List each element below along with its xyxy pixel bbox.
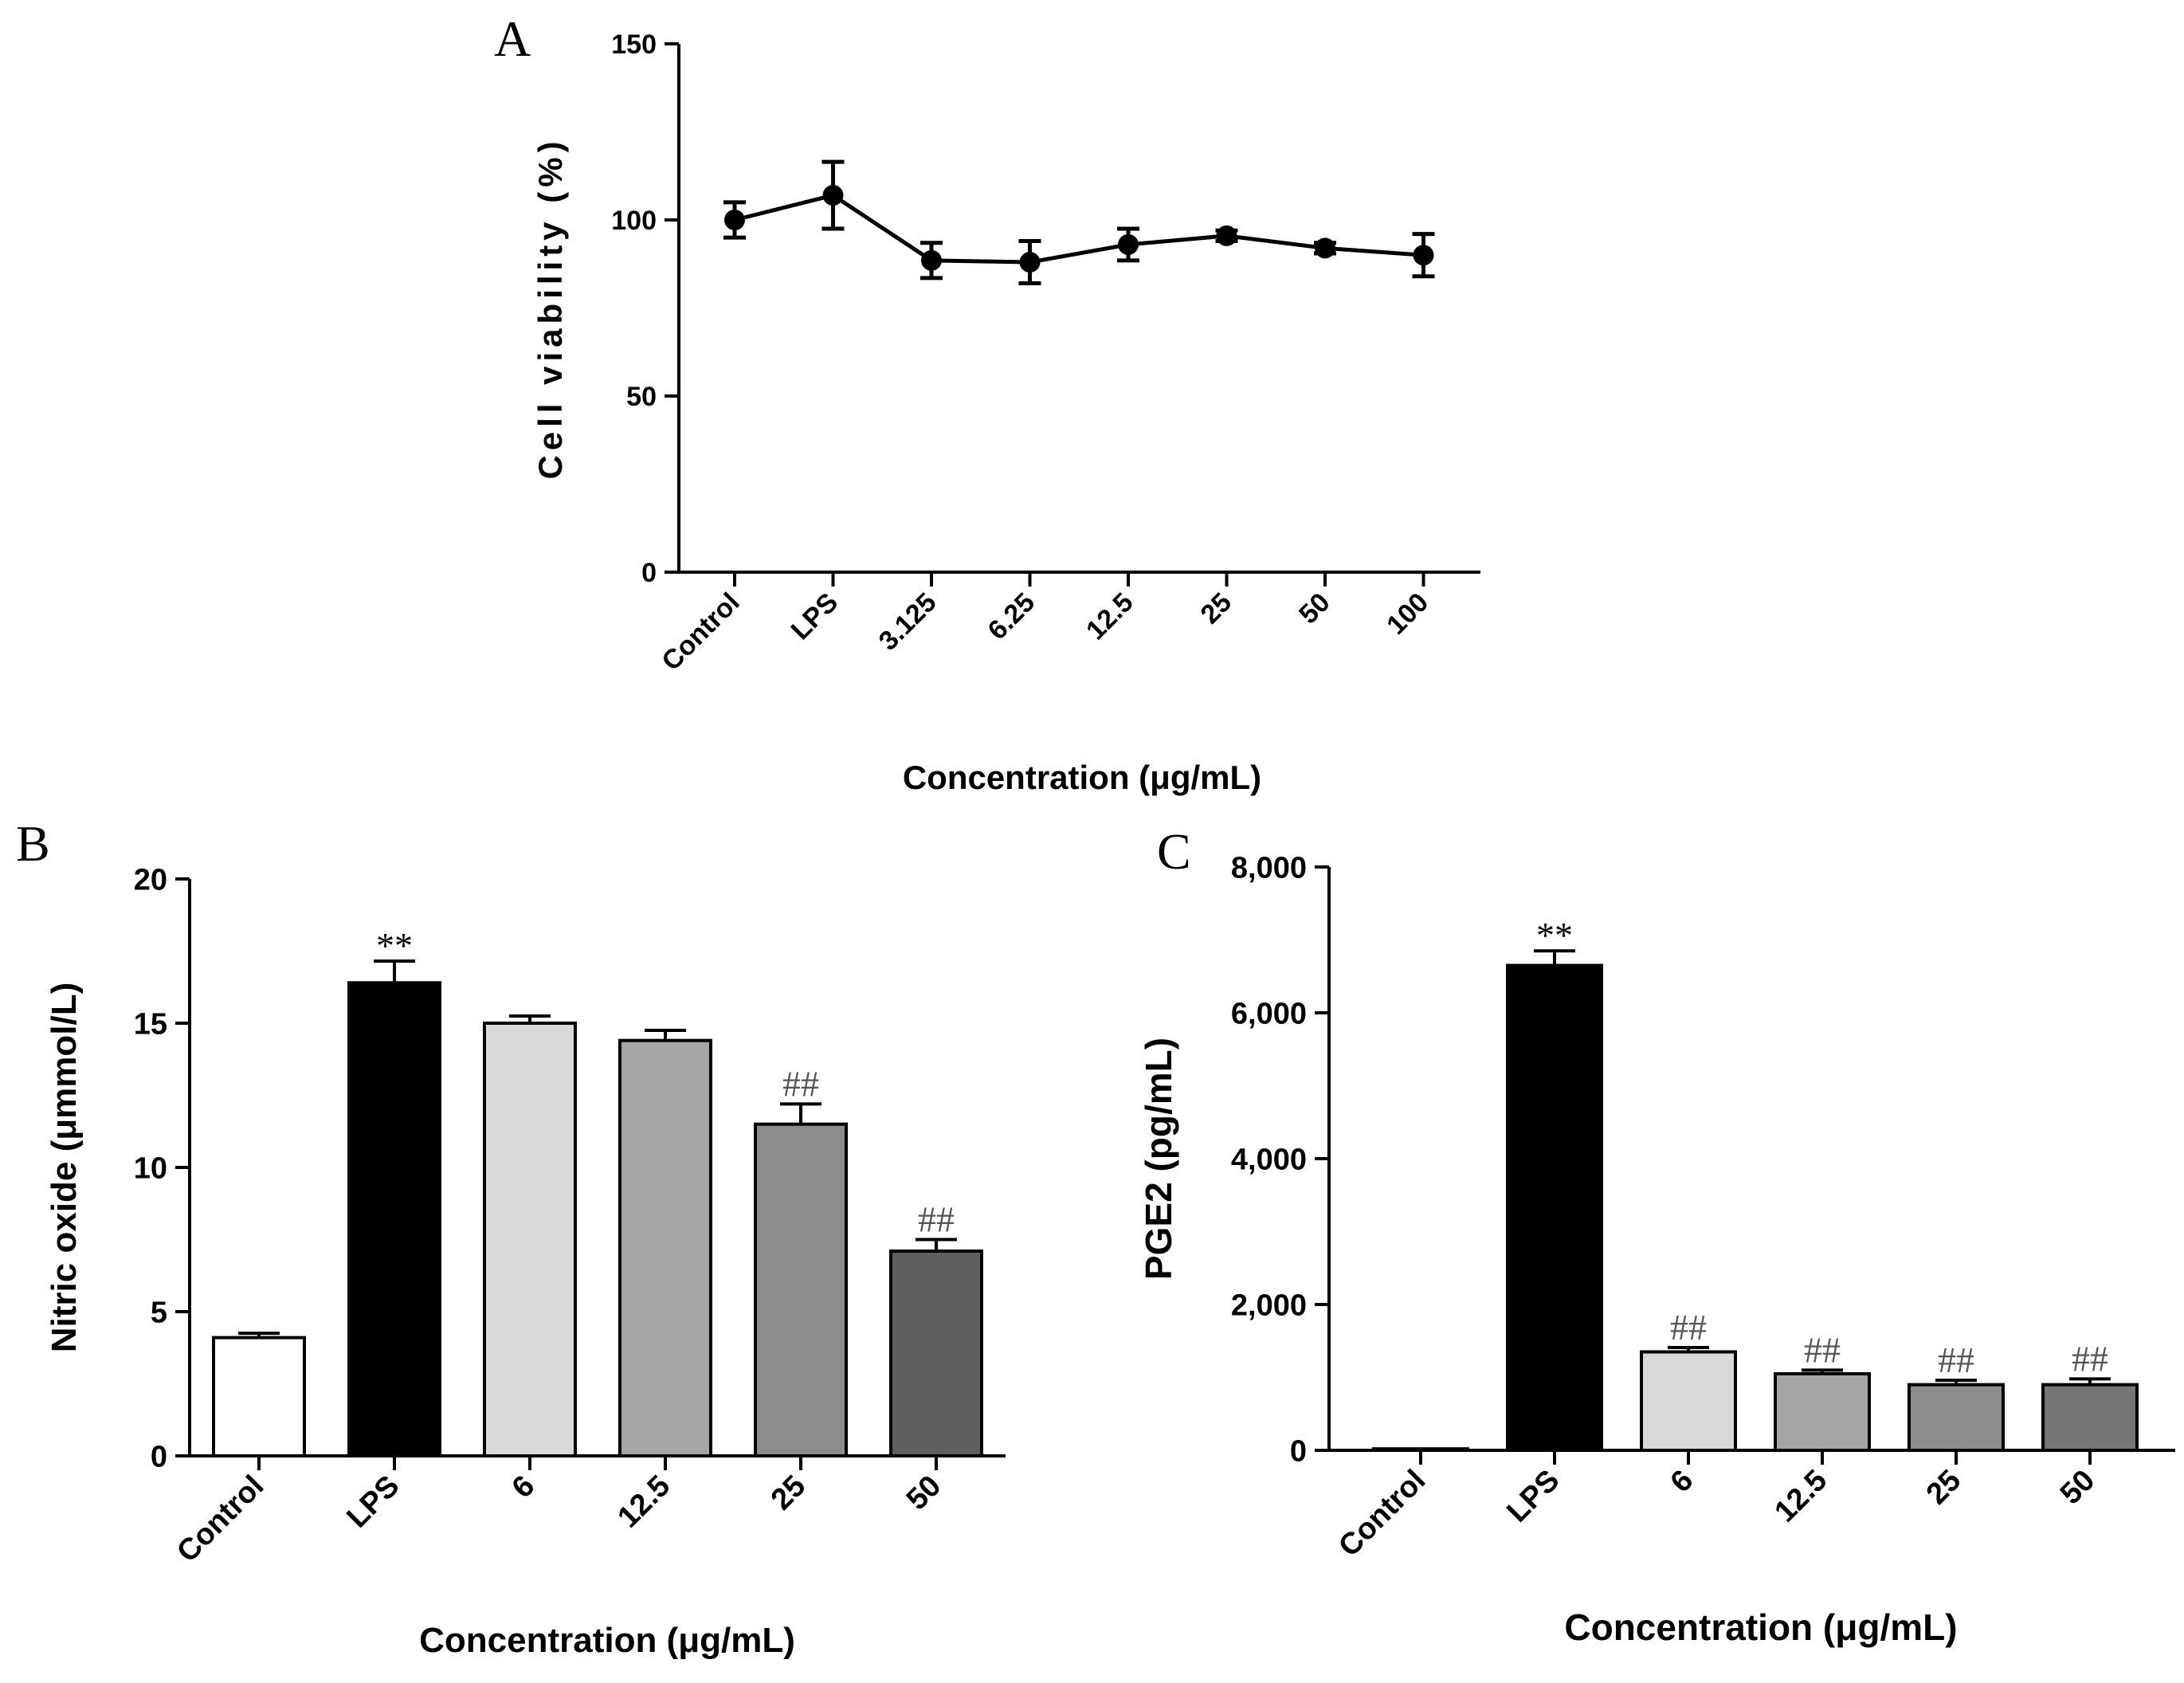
data-point <box>822 185 844 206</box>
significance-label: ** <box>1536 915 1573 955</box>
y-tick-label: 15 <box>134 1008 167 1042</box>
y-tick-label: 2,000 <box>1231 1289 1307 1323</box>
significance-label: ** <box>376 925 413 966</box>
data-point <box>921 249 942 271</box>
x-tick-label: 12.5 <box>611 1469 676 1535</box>
x-tick-label: LPS <box>340 1469 406 1535</box>
bar <box>483 1022 577 1457</box>
y-tick-label: 50 <box>626 382 657 412</box>
data-point <box>1413 245 1434 266</box>
x-tick-label: LPS <box>786 587 845 646</box>
x-tick-label: 25 <box>1195 587 1238 630</box>
x-axis-label: Concentration (μg/mL) <box>903 759 1261 796</box>
significance-label: ## <box>1670 1307 1707 1348</box>
x-tick-label: 50 <box>2054 1464 2102 1512</box>
series-line <box>734 193 1424 265</box>
y-tick-label: 20 <box>134 864 167 897</box>
bar <box>347 981 441 1457</box>
data-point <box>1118 233 1139 255</box>
y-tick-label: 100 <box>611 206 657 236</box>
x-tick-label: Control <box>1332 1464 1432 1563</box>
x-tick-label: 6 <box>1664 1464 1700 1500</box>
bar <box>1640 1350 1737 1452</box>
x-tick-label: 6.25 <box>982 587 1041 646</box>
chart-panel-a: A 0 50 100 150 Control LPS 3.125 6.25 12.5 25 50 100… <box>494 10 1480 796</box>
x-tick-label: 3.125 <box>873 587 943 657</box>
y-axis-label: PGE2 (pg/mL) <box>1138 1038 1179 1280</box>
x-tick-label: 100 <box>1381 587 1434 641</box>
bar <box>1372 1447 1469 1453</box>
x-tick-label: 25 <box>1920 1464 1968 1512</box>
y-axis-label: Nitric oxide (μmmol/L) <box>45 983 84 1353</box>
x-axis-label: Concentration (μg/mL) <box>1564 1606 1957 1648</box>
x-tick-label: 6 <box>506 1469 542 1505</box>
panel-letter: A <box>494 10 531 67</box>
data-point <box>1315 237 1335 259</box>
x-tick-label: 50 <box>900 1469 948 1517</box>
y-tick-label: 0 <box>151 1441 167 1474</box>
bar <box>1506 963 1603 1452</box>
y-tick-label: 0 <box>1290 1435 1307 1469</box>
y-axis-label: Cell viability (%) <box>531 136 569 479</box>
panel-letter: B <box>16 815 50 872</box>
chart-panel-c: C 0 2,000 4,000 6,000 8,000 Control LPS 6 12.5 25 5… <box>1138 823 2175 1648</box>
x-tick-label: Control <box>656 587 745 677</box>
y-tick-label: 4,000 <box>1231 1144 1307 1177</box>
y-tick-label: 150 <box>611 29 657 60</box>
bar <box>1774 1371 1871 1453</box>
chart-panel-b: B 0 5 10 15 20 Control LPS 6 12.5 25 50 ** ## ## Nitric… <box>16 815 1006 1660</box>
y-tick-label: 0 <box>641 558 657 588</box>
significance-label: ## <box>1938 1340 1974 1380</box>
x-tick-label: 50 <box>1293 587 1336 630</box>
bar <box>889 1249 983 1457</box>
significance-label: ## <box>1804 1329 1841 1370</box>
data-point <box>1216 225 1237 246</box>
bar <box>2041 1383 2139 1453</box>
y-tick-label: 8,000 <box>1231 852 1307 885</box>
bar <box>754 1122 848 1457</box>
significance-label: ## <box>782 1063 819 1104</box>
bar <box>618 1038 712 1457</box>
panel-letter: C <box>1157 823 1191 880</box>
x-tick-label: Control <box>171 1469 270 1569</box>
y-tick-label: 10 <box>134 1152 167 1186</box>
x-axis-label: Concentration (μg/mL) <box>419 1621 795 1660</box>
y-tick-label: 5 <box>151 1297 167 1330</box>
x-tick-label: 12.5 <box>1768 1464 1833 1529</box>
data-point <box>1019 252 1041 273</box>
significance-label: ## <box>918 1199 955 1240</box>
x-tick-label: 12.5 <box>1080 587 1139 646</box>
significance-label: ## <box>2072 1338 2108 1379</box>
x-tick-label: LPS <box>1500 1464 1566 1529</box>
x-tick-label: 25 <box>765 1469 813 1517</box>
data-point <box>724 210 745 230</box>
bar <box>1908 1383 2005 1453</box>
y-tick-label: 6,000 <box>1231 998 1307 1031</box>
bar <box>212 1336 306 1457</box>
